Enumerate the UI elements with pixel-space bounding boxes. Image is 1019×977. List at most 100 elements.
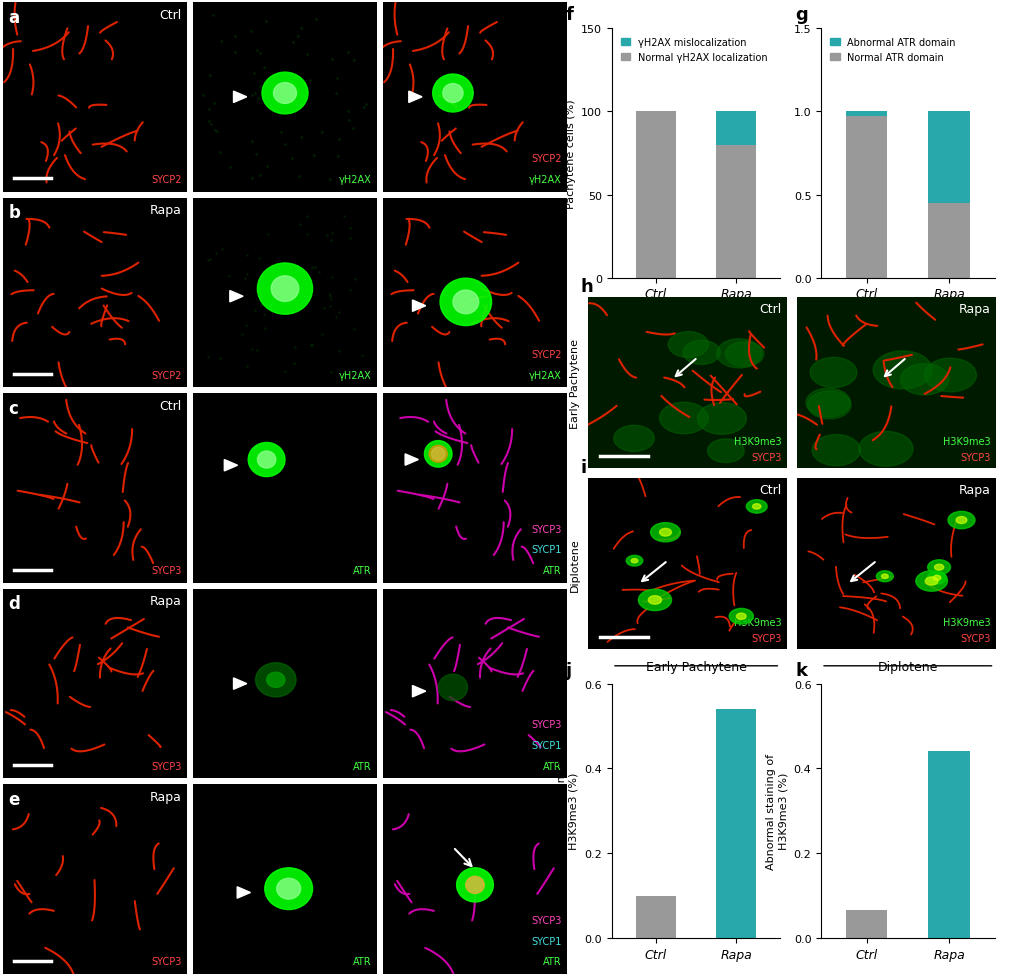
Text: a: a	[8, 9, 19, 26]
Ellipse shape	[248, 443, 284, 477]
Ellipse shape	[811, 435, 859, 466]
Text: SYCP2: SYCP2	[531, 154, 560, 164]
Polygon shape	[405, 454, 418, 466]
Polygon shape	[412, 686, 425, 698]
Ellipse shape	[880, 574, 888, 578]
Ellipse shape	[923, 359, 975, 393]
Text: H3K9me3: H3K9me3	[733, 437, 781, 446]
Text: b: b	[8, 204, 20, 222]
Ellipse shape	[955, 517, 966, 524]
Title: Early Pachytene: Early Pachytene	[645, 660, 746, 673]
Ellipse shape	[452, 291, 478, 315]
Text: g: g	[795, 7, 808, 24]
Ellipse shape	[707, 440, 744, 463]
Ellipse shape	[613, 426, 654, 452]
Ellipse shape	[431, 447, 444, 461]
Legend: γH2AX mislocalization, Normal γH2AX localization: γH2AX mislocalization, Normal γH2AX loca…	[616, 34, 771, 66]
Text: SYCP3: SYCP3	[151, 956, 181, 966]
Ellipse shape	[257, 451, 275, 469]
Text: Ctrl: Ctrl	[159, 9, 181, 21]
Text: j: j	[566, 661, 572, 679]
Text: SYCP3: SYCP3	[750, 633, 781, 643]
Text: ATR: ATR	[353, 761, 371, 771]
Bar	[927, 112, 969, 204]
Ellipse shape	[276, 878, 301, 899]
Ellipse shape	[650, 523, 680, 542]
Ellipse shape	[697, 404, 746, 435]
Y-axis label: Abnormal staining of
H3K9me3 (%): Abnormal staining of H3K9me3 (%)	[556, 753, 579, 869]
Polygon shape	[409, 92, 422, 104]
Text: SYCP3: SYCP3	[531, 914, 560, 925]
Ellipse shape	[736, 614, 746, 619]
Text: Rapa: Rapa	[150, 204, 181, 217]
Text: SYCP3: SYCP3	[151, 566, 181, 575]
Ellipse shape	[429, 446, 447, 463]
Text: SYCP3: SYCP3	[750, 452, 781, 462]
Text: Rapa: Rapa	[150, 790, 181, 803]
Bar	[845, 911, 887, 938]
Ellipse shape	[659, 403, 707, 434]
Text: ATR: ATR	[542, 761, 560, 771]
Bar	[636, 896, 676, 938]
Text: Rapa: Rapa	[150, 595, 181, 608]
Ellipse shape	[805, 389, 850, 417]
Ellipse shape	[667, 332, 708, 359]
Text: γH2AX: γH2AX	[528, 370, 560, 380]
Text: H3K9me3: H3K9me3	[942, 437, 989, 446]
Ellipse shape	[926, 572, 946, 584]
Bar	[636, 112, 676, 278]
Bar	[927, 204, 969, 278]
Text: H3K9me3: H3K9me3	[942, 617, 989, 627]
Ellipse shape	[271, 276, 299, 302]
Polygon shape	[412, 301, 425, 312]
Ellipse shape	[683, 341, 719, 365]
Text: SYCP3: SYCP3	[531, 524, 560, 534]
Ellipse shape	[256, 663, 296, 698]
Ellipse shape	[262, 73, 308, 114]
Text: SYCP2: SYCP2	[531, 350, 560, 360]
Text: ATR: ATR	[353, 566, 371, 575]
Ellipse shape	[638, 590, 671, 611]
Ellipse shape	[729, 609, 753, 624]
Text: e: e	[8, 790, 20, 808]
Text: f: f	[566, 7, 574, 24]
Text: SYCP1: SYCP1	[531, 545, 560, 555]
Ellipse shape	[872, 352, 931, 390]
Ellipse shape	[746, 500, 766, 514]
Polygon shape	[233, 678, 247, 690]
Ellipse shape	[266, 672, 284, 688]
Bar	[927, 751, 969, 938]
Text: SYCP3: SYCP3	[959, 452, 989, 462]
Legend: Abnormal ATR domain, Normal ATR domain: Abnormal ATR domain, Normal ATR domain	[825, 34, 959, 66]
Ellipse shape	[648, 596, 661, 605]
Polygon shape	[237, 887, 251, 898]
Text: Ctrl: Ctrl	[758, 484, 781, 497]
Ellipse shape	[947, 512, 974, 530]
Ellipse shape	[807, 392, 850, 419]
Ellipse shape	[932, 575, 940, 580]
Text: γH2AX: γH2AX	[338, 175, 371, 185]
Text: SYCP2: SYCP2	[151, 175, 181, 185]
Ellipse shape	[439, 278, 491, 326]
Text: Rapa: Rapa	[958, 484, 989, 497]
Text: γH2AX: γH2AX	[338, 370, 371, 380]
Ellipse shape	[725, 342, 763, 367]
Polygon shape	[224, 460, 237, 472]
Bar	[845, 112, 887, 117]
Bar	[715, 112, 755, 146]
Text: SYCP1: SYCP1	[531, 741, 560, 750]
Text: Rapa: Rapa	[958, 303, 989, 317]
Text: SYCP3: SYCP3	[959, 633, 989, 643]
Text: Early Pachytene: Early Pachytene	[570, 338, 580, 429]
Ellipse shape	[273, 83, 297, 105]
Ellipse shape	[265, 868, 312, 910]
Text: ATR: ATR	[353, 956, 371, 966]
Ellipse shape	[631, 559, 637, 564]
Text: ATR: ATR	[542, 566, 560, 575]
Text: Ctrl: Ctrl	[159, 400, 181, 412]
Ellipse shape	[933, 565, 943, 571]
Ellipse shape	[915, 572, 947, 592]
Text: γH2AX: γH2AX	[528, 175, 560, 185]
Y-axis label: Pachytene cells (%): Pachytene cells (%)	[566, 99, 575, 209]
Ellipse shape	[442, 84, 463, 104]
